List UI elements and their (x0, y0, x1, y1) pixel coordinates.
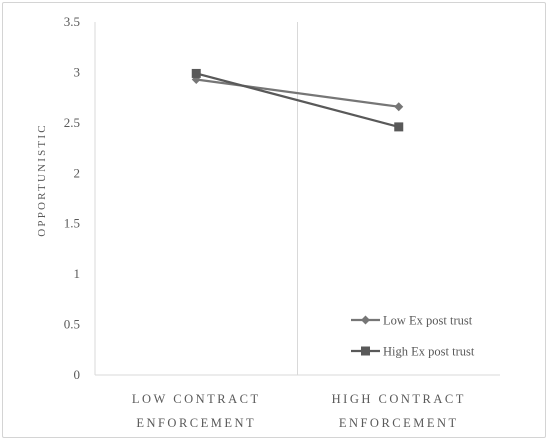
y-tick-label: 2.5 (64, 115, 80, 130)
y-tick-label: 2 (74, 165, 81, 180)
x-category-labels: LOW CONTRACT ENFORCEMENT HIGH CONTRACT ENFO… (132, 392, 466, 430)
x-category-label: ENFORCEMENT (136, 416, 256, 430)
x-category-label: LOW CONTRACT (132, 392, 261, 406)
legend-item: Low Ex post trust (351, 314, 473, 328)
x-category-label: HIGH CONTRACT (332, 392, 466, 406)
x-category-label: ENFORCEMENT (339, 416, 459, 430)
y-tick-label: 0 (74, 367, 81, 382)
series-line (195, 72, 400, 128)
y-tick-label: 0.5 (64, 317, 80, 332)
data-point (191, 68, 201, 78)
y-tick-label: 3.5 (64, 14, 80, 29)
y-axis-label: OPPORTUNISTIC (36, 123, 48, 237)
chart-frame (2, 2, 546, 438)
chart-axes (94, 22, 500, 376)
y-tick-label: 3 (74, 64, 81, 79)
legend-marker (361, 346, 370, 356)
legend-label: High Ex post trust (383, 345, 475, 359)
legend-item: High Ex post trust (351, 345, 475, 359)
data-point (394, 122, 404, 132)
legend: Low Ex post trust High Ex post trust (351, 314, 475, 359)
data-point (394, 102, 404, 112)
series-square (191, 68, 404, 132)
legend-label: Low Ex post trust (383, 314, 473, 328)
y-tick-label: 1.5 (64, 216, 80, 231)
series-line (196, 78, 399, 108)
y-tick-labels: 0 0.5 1 1.5 2 2.5 3 3.5 (64, 14, 80, 382)
data-series (191, 68, 404, 132)
y-tick-label: 1 (74, 266, 81, 281)
legend-marker (361, 315, 370, 325)
